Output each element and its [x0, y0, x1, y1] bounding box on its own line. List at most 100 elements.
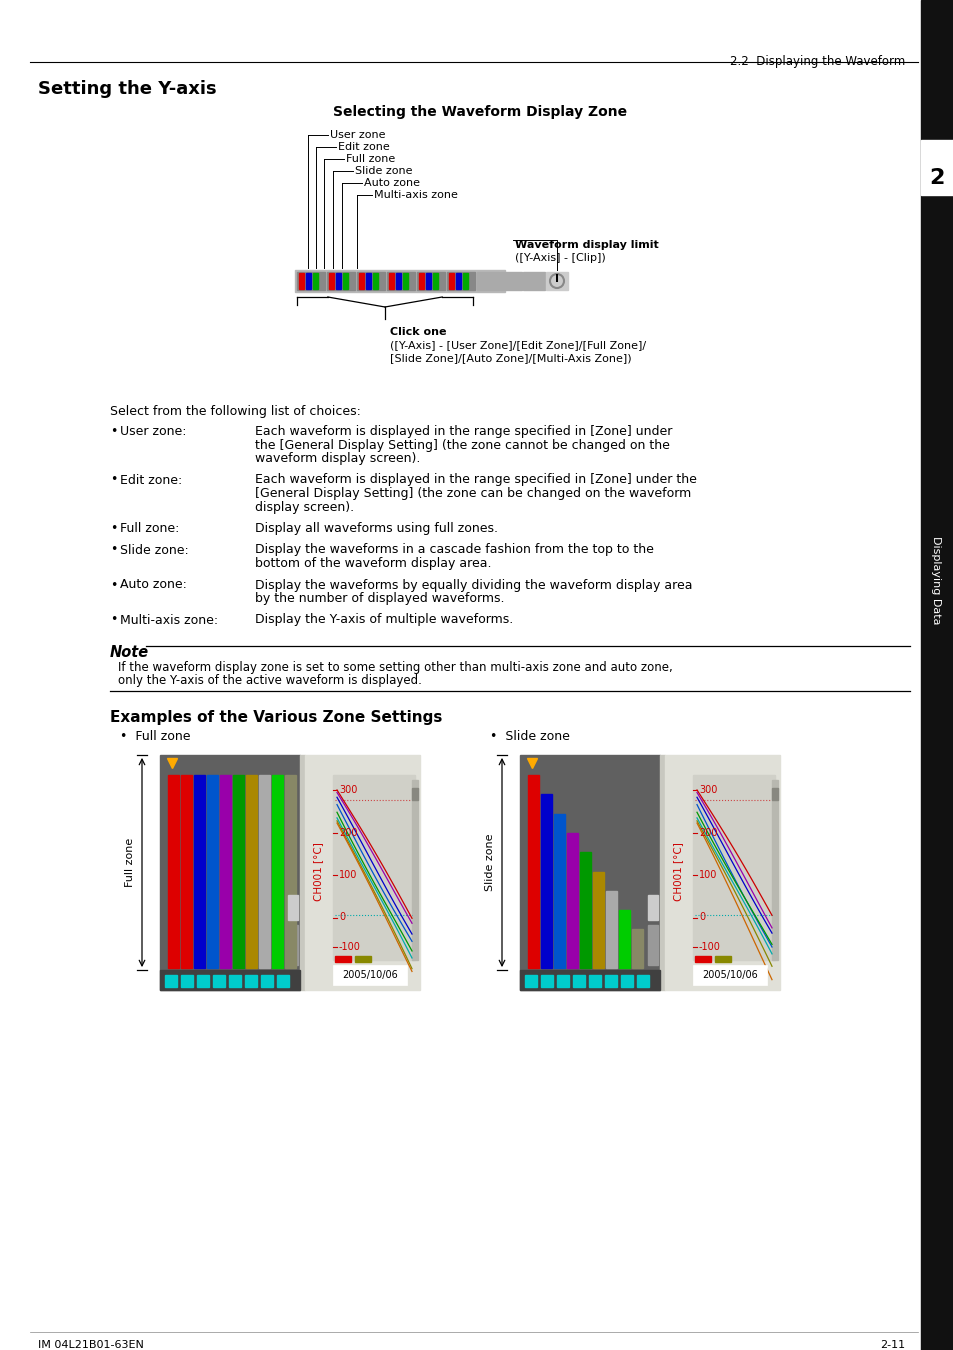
Text: Display the waveforms in a cascade fashion from the top to the: Display the waveforms in a cascade fashi…: [254, 544, 653, 556]
Text: 100: 100: [699, 869, 717, 880]
Text: -100: -100: [338, 942, 360, 952]
Bar: [462, 273, 468, 289]
Text: [General Display Setting] (the zone can be changed on the waveform: [General Display Setting] (the zone can …: [254, 487, 691, 500]
Bar: [920, 140, 953, 194]
Bar: [620, 975, 633, 987]
Bar: [220, 775, 231, 968]
Bar: [771, 780, 778, 960]
Bar: [356, 271, 385, 290]
Bar: [313, 273, 317, 289]
Text: Displaying Data: Displaying Data: [930, 536, 940, 624]
Text: Slide zone: Slide zone: [484, 834, 495, 891]
Text: Selecting the Waveform Display Zone: Selecting the Waveform Display Zone: [333, 105, 626, 119]
Bar: [566, 833, 578, 968]
Text: by the number of displayed waveforms.: by the number of displayed waveforms.: [254, 593, 504, 605]
Bar: [647, 895, 658, 919]
Bar: [288, 925, 297, 965]
Bar: [554, 814, 564, 968]
Text: 300: 300: [699, 784, 717, 795]
Text: 2005/10/06: 2005/10/06: [342, 971, 397, 980]
Text: •: •: [110, 425, 117, 437]
Text: Display the waveforms by equally dividing the waveform display area: Display the waveforms by equally dividin…: [254, 579, 692, 591]
Bar: [519, 755, 659, 990]
Text: •: •: [110, 544, 117, 556]
Bar: [771, 788, 778, 801]
Bar: [664, 755, 780, 990]
Bar: [333, 965, 407, 986]
Bar: [296, 271, 325, 290]
Bar: [193, 775, 205, 968]
Bar: [647, 925, 658, 965]
Bar: [545, 271, 567, 290]
Bar: [285, 775, 295, 968]
Text: User zone:: User zone:: [120, 425, 186, 437]
Bar: [229, 975, 241, 987]
Text: 100: 100: [338, 869, 357, 880]
Text: Click one: Click one: [390, 327, 446, 338]
Bar: [557, 975, 568, 987]
Bar: [695, 956, 710, 963]
Text: Each waveform is displayed in the range specified in [Zone] under: Each waveform is displayed in the range …: [254, 425, 672, 437]
Bar: [449, 273, 454, 289]
Text: I: I: [555, 274, 558, 284]
Text: •: •: [110, 522, 117, 535]
Text: •: •: [110, 579, 117, 591]
Text: ([Y-Axis] - [User Zone]/[Edit Zone]/[Full Zone]/: ([Y-Axis] - [User Zone]/[Edit Zone]/[Ful…: [390, 340, 645, 350]
Text: 200: 200: [338, 828, 357, 837]
Bar: [306, 273, 311, 289]
Bar: [618, 910, 629, 968]
Text: Display the Y-axis of multiple waveforms.: Display the Y-axis of multiple waveforms…: [254, 613, 513, 626]
Bar: [604, 975, 617, 987]
Text: display screen).: display screen).: [254, 501, 354, 513]
Bar: [579, 852, 590, 968]
Text: •  Full zone: • Full zone: [120, 730, 191, 742]
Bar: [343, 273, 348, 289]
Text: 300: 300: [338, 784, 357, 795]
Text: 0: 0: [338, 913, 345, 922]
Text: 2.2  Displaying the Waveform: 2.2 Displaying the Waveform: [729, 55, 904, 68]
Bar: [246, 775, 256, 968]
Text: Multi-axis zone: Multi-axis zone: [374, 190, 457, 200]
Text: bottom of the waveform display area.: bottom of the waveform display area.: [254, 558, 491, 570]
Text: ([Y-Axis] - [Clip]): ([Y-Axis] - [Clip]): [515, 252, 605, 263]
Text: Note: Note: [110, 645, 149, 660]
Bar: [527, 775, 538, 968]
Bar: [358, 273, 364, 289]
Text: Select from the following list of choices:: Select from the following list of choice…: [110, 405, 360, 418]
Bar: [412, 780, 417, 960]
Bar: [276, 975, 289, 987]
Text: 2-11: 2-11: [879, 1341, 904, 1350]
Bar: [298, 273, 304, 289]
Text: Full zone: Full zone: [346, 154, 395, 163]
Bar: [524, 975, 537, 987]
Bar: [327, 271, 355, 290]
Bar: [631, 929, 642, 968]
Bar: [412, 788, 417, 801]
Bar: [540, 975, 553, 987]
Bar: [395, 273, 400, 289]
Bar: [692, 775, 774, 960]
Bar: [418, 273, 423, 289]
Bar: [233, 775, 244, 968]
Text: •: •: [110, 613, 117, 626]
Bar: [272, 775, 283, 968]
Bar: [540, 794, 552, 968]
Bar: [245, 975, 256, 987]
Bar: [160, 755, 299, 990]
Text: •: •: [110, 474, 117, 486]
Bar: [456, 273, 460, 289]
Text: Display all waveforms using full zones.: Display all waveforms using full zones.: [254, 522, 497, 535]
Bar: [593, 872, 603, 968]
Bar: [181, 775, 192, 968]
Bar: [588, 975, 600, 987]
Bar: [499, 271, 521, 290]
Bar: [333, 775, 415, 960]
Bar: [288, 895, 297, 919]
Bar: [389, 273, 394, 289]
Text: Slide zone: Slide zone: [355, 166, 412, 176]
Bar: [165, 975, 177, 987]
Bar: [692, 965, 766, 986]
Bar: [181, 975, 193, 987]
Text: 200: 200: [699, 828, 717, 837]
Bar: [355, 956, 371, 963]
